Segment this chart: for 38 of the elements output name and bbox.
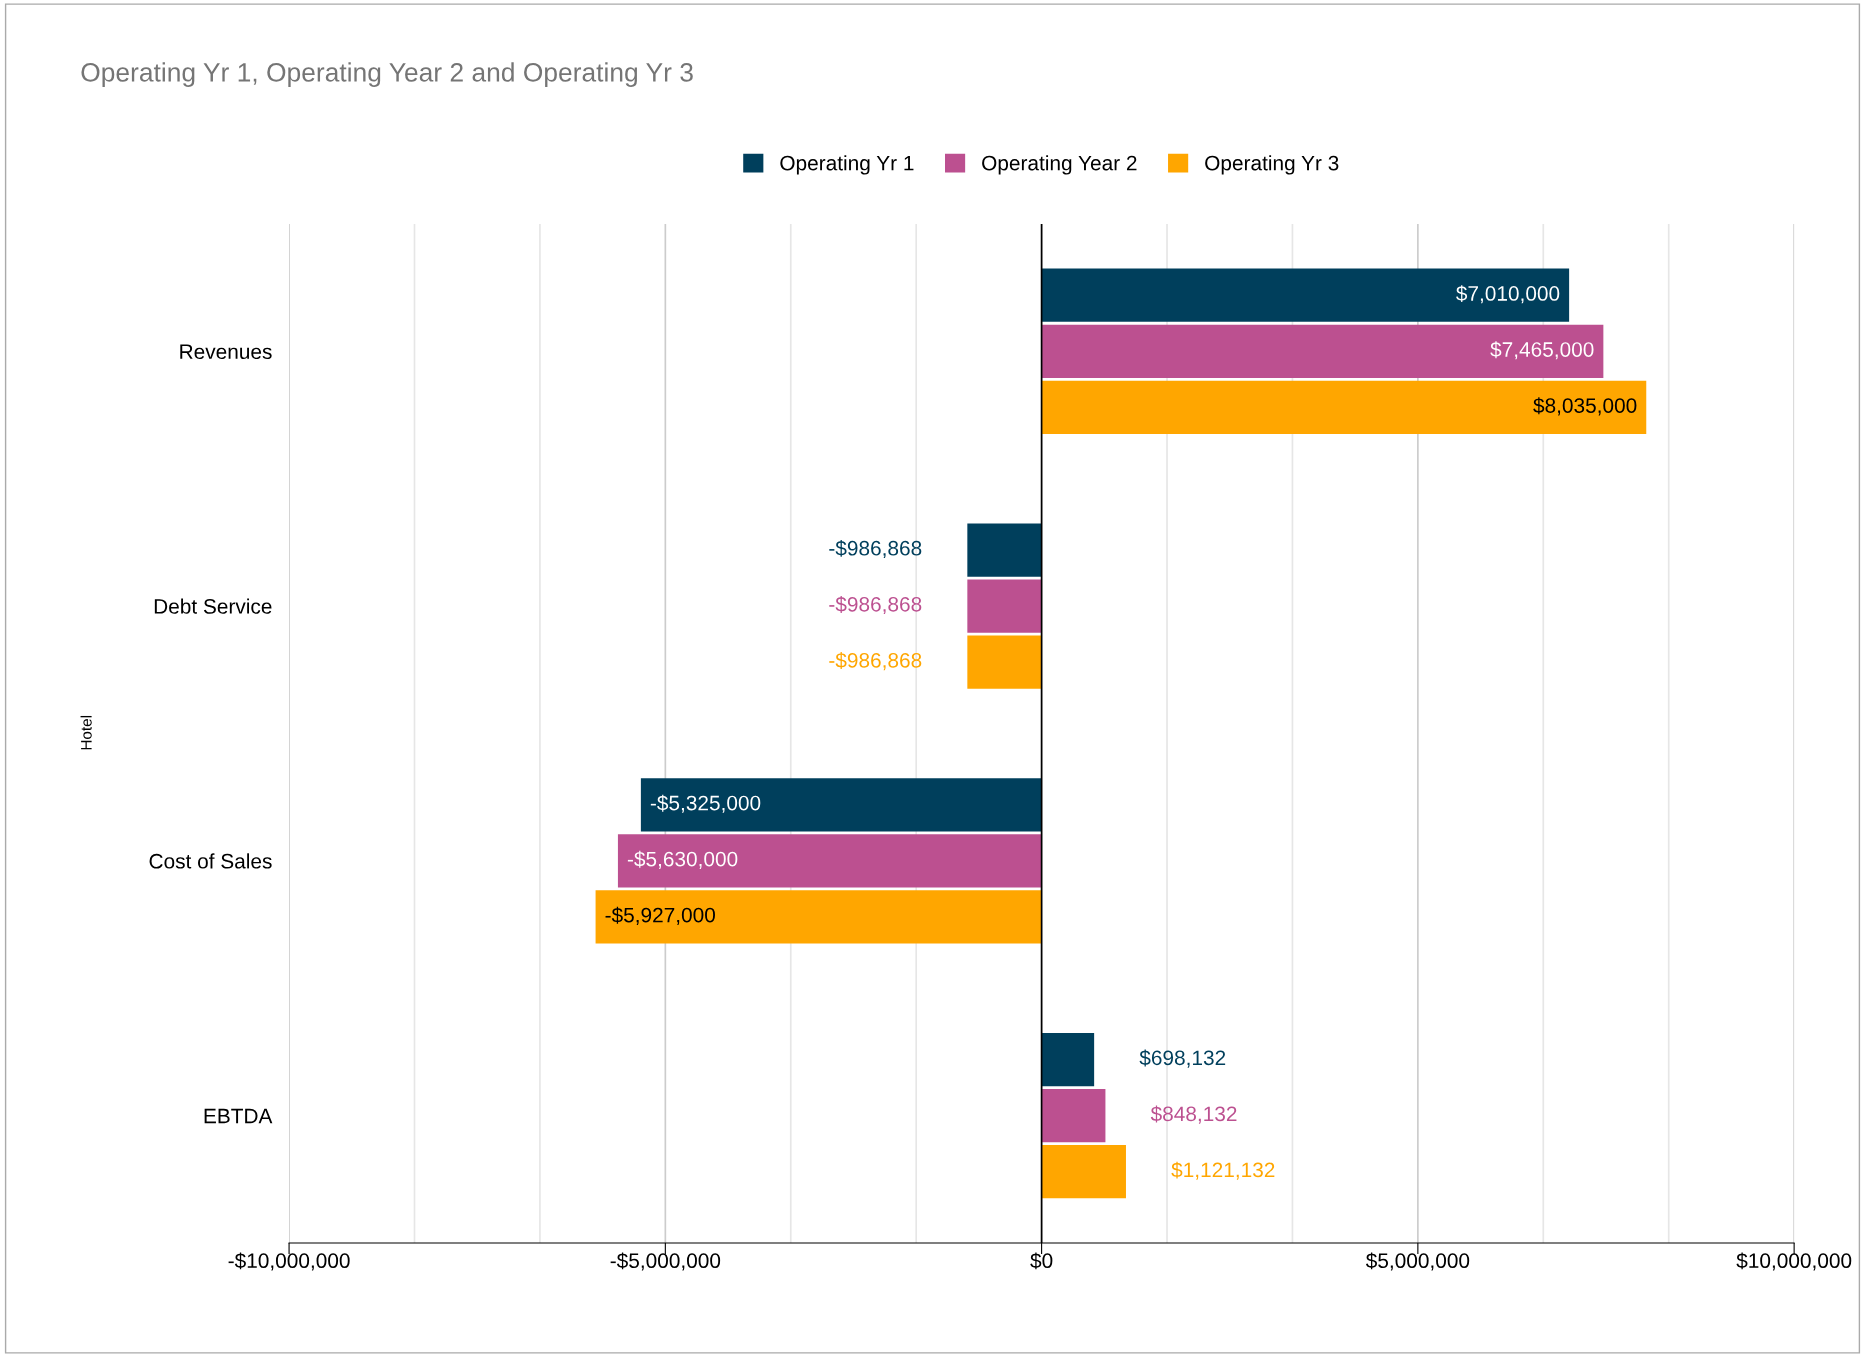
data-label: -$5,927,000 — [605, 906, 715, 925]
x-tick-label: $5,000,000 — [1365, 1252, 1470, 1271]
data-label: $848,132 — [1150, 1105, 1237, 1124]
data-label: -$5,630,000 — [627, 850, 738, 869]
legend-label: Operating Yr 3 — [1205, 155, 1339, 175]
data-label: -$5,325,000 — [650, 794, 761, 813]
y-tick-label: EBTDA — [204, 1108, 273, 1124]
data-label: -$986,868 — [829, 652, 922, 671]
bar — [1041, 1032, 1095, 1087]
legend-label: Operating Year 2 — [982, 155, 1137, 175]
bar — [640, 778, 1042, 832]
bar — [1041, 324, 1604, 378]
bar — [617, 834, 1042, 888]
y-axis-title: Hotel — [80, 715, 92, 750]
y-tick-label: Revenues — [180, 344, 272, 360]
bar — [1041, 380, 1647, 434]
data-label: $1,121,132 — [1171, 1161, 1275, 1180]
bar — [1041, 1145, 1126, 1199]
bar — [967, 635, 1042, 689]
x-tick-label: $10,000,000 — [1736, 1252, 1852, 1271]
y-tick-label: Debt Service — [154, 598, 272, 614]
data-label: -$986,868 — [829, 596, 922, 615]
bar — [967, 579, 1042, 633]
data-label: $7,465,000 — [1490, 341, 1594, 360]
bar — [1041, 268, 1570, 322]
legend-label: Operating Yr 1 — [780, 155, 914, 175]
chart-title: Operating Yr 1, Operating Year 2 and Operating Yr 3 — [81, 62, 693, 87]
bar — [967, 523, 1042, 577]
x-tick-label: $0 — [1030, 1252, 1053, 1270]
data-label: -$986,868 — [829, 539, 922, 559]
y-tick-label: Cost of Sales — [149, 853, 272, 869]
x-tick-label: -$5,000,000 — [610, 1252, 721, 1271]
data-label: $8,035,000 — [1533, 397, 1637, 416]
data-label: $698,132 — [1139, 1049, 1226, 1068]
data-label: $7,010,000 — [1456, 285, 1560, 304]
bar — [1041, 1089, 1106, 1143]
x-tick-label: -$10,000,000 — [228, 1252, 350, 1271]
bar — [595, 890, 1042, 944]
